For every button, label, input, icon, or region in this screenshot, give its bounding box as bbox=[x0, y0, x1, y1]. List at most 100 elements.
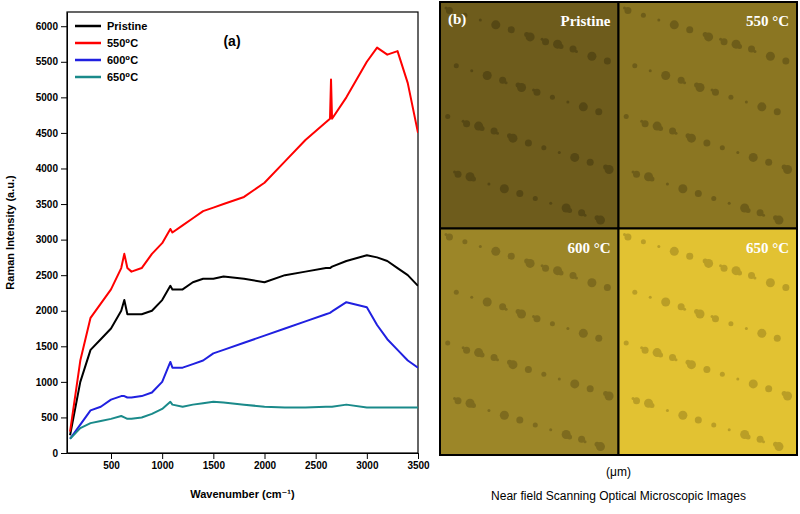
texture-dot bbox=[558, 378, 561, 381]
micrograph bbox=[619, 229, 798, 456]
texture-dot bbox=[483, 71, 492, 80]
texture-dot bbox=[533, 422, 538, 427]
texture-dot bbox=[745, 327, 748, 330]
texture-dot bbox=[678, 184, 687, 193]
y-tick: 500 bbox=[41, 412, 67, 423]
texture-dot bbox=[570, 153, 579, 162]
texture-dot bbox=[753, 276, 756, 279]
micrograph bbox=[440, 2, 619, 229]
texture-dot bbox=[642, 120, 649, 127]
texture-dot bbox=[491, 20, 500, 29]
legend-label: 650⁰C bbox=[107, 71, 138, 83]
y-tick-mark bbox=[61, 62, 67, 63]
texture-dot bbox=[500, 184, 509, 193]
x-tick-label: 2500 bbox=[305, 460, 328, 471]
y-tick-label: 5000 bbox=[36, 92, 59, 103]
y-tick-label: 1500 bbox=[36, 341, 59, 352]
texture-dot bbox=[508, 360, 517, 369]
unit-label: (μm) bbox=[606, 465, 631, 479]
y-tick-label: 3500 bbox=[36, 199, 59, 210]
texture-dot bbox=[766, 52, 775, 61]
y-tick: 5500 bbox=[36, 56, 67, 67]
texture-dot bbox=[533, 196, 538, 201]
texture-dot bbox=[516, 190, 523, 197]
x-tick: 2500 bbox=[305, 453, 328, 471]
texture-dot bbox=[595, 108, 602, 115]
micrograph bbox=[440, 229, 619, 456]
texture-dot bbox=[632, 290, 637, 295]
panel-label: (b) bbox=[448, 11, 466, 28]
texture-dot bbox=[541, 372, 546, 377]
texture-dot bbox=[649, 296, 652, 299]
texture-dot bbox=[686, 253, 693, 260]
texture-dot bbox=[470, 69, 473, 72]
texture-dot bbox=[704, 259, 713, 268]
texture-dot bbox=[712, 89, 719, 96]
texture bbox=[623, 233, 792, 451]
texture-dot bbox=[649, 177, 654, 182]
texture-dot bbox=[757, 102, 766, 111]
x-tick: 1000 bbox=[152, 453, 175, 471]
texture-dot bbox=[666, 409, 669, 412]
y-tick-label: 4500 bbox=[36, 128, 59, 139]
texture-dot bbox=[720, 145, 725, 150]
texture-dot bbox=[542, 265, 549, 272]
texture bbox=[623, 7, 792, 225]
y-tick-mark bbox=[61, 240, 67, 241]
texture-dot bbox=[749, 379, 758, 388]
texture-dot bbox=[508, 26, 515, 33]
y-tick: 6000 bbox=[36, 21, 67, 32]
texture-dot bbox=[496, 132, 499, 135]
texture bbox=[445, 233, 614, 451]
y-tick-mark bbox=[61, 97, 67, 98]
y-tick-label: 500 bbox=[41, 412, 58, 423]
x-tick-mark bbox=[213, 453, 214, 459]
texture-dot bbox=[455, 171, 462, 178]
texture-dot bbox=[746, 434, 751, 439]
texture-dot bbox=[480, 353, 485, 358]
texture-dot bbox=[570, 379, 579, 388]
texture-dot bbox=[658, 353, 663, 358]
texture-dot bbox=[525, 139, 532, 146]
x-tick-mark bbox=[111, 453, 112, 459]
x-tick-label: 3500 bbox=[407, 460, 430, 471]
texture-dot bbox=[500, 411, 509, 420]
texture-dot bbox=[567, 208, 572, 213]
texture-dot bbox=[687, 360, 696, 369]
x-tick: 1500 bbox=[203, 453, 226, 471]
texture-dot bbox=[774, 108, 781, 115]
y-tick-label: 4000 bbox=[36, 163, 59, 174]
texture-dot bbox=[526, 259, 535, 268]
texture-dot bbox=[587, 278, 596, 287]
texture-dot bbox=[596, 216, 605, 225]
texture-dot bbox=[711, 422, 716, 427]
texture-dot bbox=[696, 310, 705, 319]
texture-dot bbox=[549, 202, 552, 205]
texture-dot bbox=[584, 214, 587, 217]
plot-frame bbox=[67, 12, 418, 453]
caption: Near field Scanning Optical Microscopic … bbox=[491, 489, 746, 503]
y-axis: 0500100015002000250030003500400045005000… bbox=[36, 13, 68, 459]
texture-dot bbox=[678, 411, 687, 420]
texture-dot bbox=[604, 58, 611, 65]
legend-swatch bbox=[75, 25, 101, 28]
y-tick-label: 2500 bbox=[36, 270, 59, 281]
x-tick-mark bbox=[316, 453, 317, 459]
texture-dot bbox=[454, 290, 459, 295]
texture-dot bbox=[487, 182, 490, 185]
y-tick-mark bbox=[61, 417, 67, 418]
y-tick: 5000 bbox=[36, 92, 67, 103]
texture-dot bbox=[649, 69, 652, 72]
y-tick-mark bbox=[61, 382, 67, 383]
texture-dot bbox=[508, 253, 515, 260]
y-tick: 1000 bbox=[36, 377, 67, 388]
texture-dot bbox=[517, 83, 526, 92]
texture-dot bbox=[736, 378, 739, 381]
legend-swatch bbox=[75, 76, 101, 79]
x-tick-mark bbox=[418, 453, 419, 459]
texture-dot bbox=[674, 358, 677, 361]
texture-dot bbox=[765, 159, 772, 166]
texture-dot bbox=[533, 89, 540, 96]
y-tick: 2500 bbox=[36, 270, 67, 281]
texture-dot bbox=[728, 202, 731, 205]
